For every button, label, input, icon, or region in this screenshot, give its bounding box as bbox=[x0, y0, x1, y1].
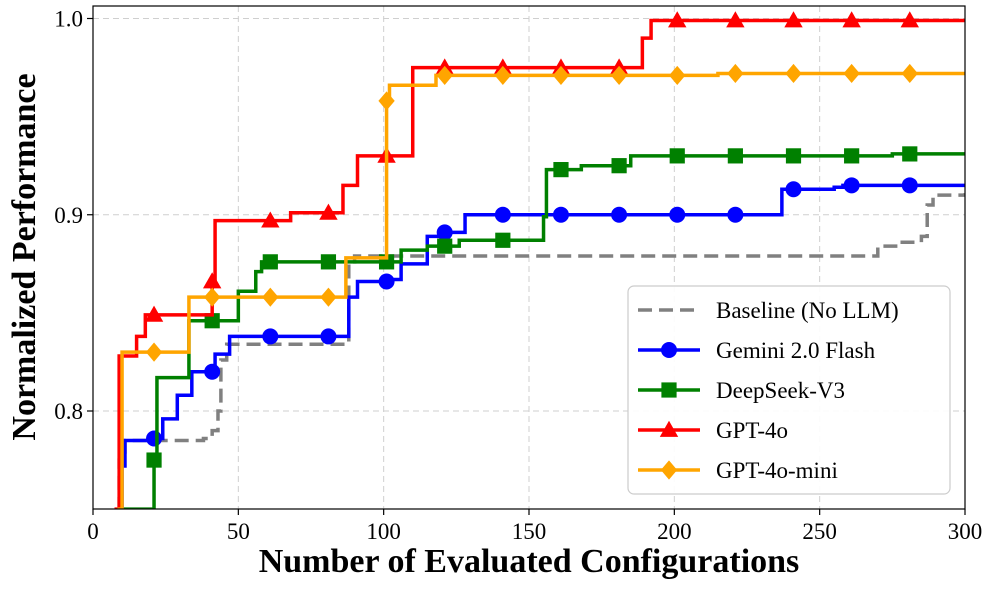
legend-label: Baseline (No LLM) bbox=[716, 298, 899, 323]
data-point-gpt-4o-mini bbox=[669, 65, 686, 86]
data-point-gpt-4o-mini bbox=[436, 65, 453, 86]
data-point-deepseek-v3 bbox=[495, 232, 511, 248]
y-tick-label: 0.8 bbox=[54, 399, 83, 424]
tick-labels: 0 50 100 150 200 250 300 0.8 0.9 1.0 bbox=[54, 7, 982, 545]
data-point-gemini-2-0-flash bbox=[436, 224, 453, 241]
data-point-gemini-2-0-flash bbox=[494, 206, 511, 223]
data-point-gpt-4o-mini bbox=[494, 65, 511, 86]
legend-swatch-marker bbox=[661, 382, 677, 398]
y-tick-label: 1.0 bbox=[54, 7, 83, 32]
data-point-gemini-2-0-flash bbox=[320, 328, 337, 345]
data-point-deepseek-v3 bbox=[611, 158, 627, 174]
y-axis-title: Normalized Performance bbox=[6, 73, 43, 440]
data-point-gemini-2-0-flash bbox=[378, 273, 395, 290]
data-point-gpt-4o bbox=[668, 11, 687, 28]
legend-label: GPT-4o bbox=[716, 418, 788, 443]
data-point-gpt-4o bbox=[784, 11, 803, 28]
data-point-gemini-2-0-flash bbox=[669, 206, 686, 223]
series-line-gpt-4o bbox=[114, 18, 965, 509]
x-tick-label: 0 bbox=[87, 519, 99, 544]
series-gpt-4o-mini bbox=[117, 63, 965, 509]
data-point-deepseek-v3 bbox=[146, 452, 162, 468]
data-point-gemini-2-0-flash bbox=[611, 206, 628, 223]
data-point-gpt-4o bbox=[842, 11, 861, 28]
data-point-gemini-2-0-flash bbox=[552, 206, 569, 223]
data-point-deepseek-v3 bbox=[553, 162, 569, 178]
legend-swatch-marker bbox=[660, 460, 678, 480]
data-point-gpt-4o-mini bbox=[552, 65, 570, 86]
data-point-gpt-4o-mini bbox=[901, 63, 918, 84]
data-point-gemini-2-0-flash bbox=[901, 177, 918, 194]
data-point-gpt-4o bbox=[144, 305, 164, 322]
data-point-deepseek-v3 bbox=[902, 146, 918, 162]
legend-entry-gpt-4o-mini: GPT-4o-mini bbox=[638, 458, 838, 483]
data-point-gemini-2-0-flash bbox=[204, 363, 221, 380]
legend: Baseline (No LLM) Gemini 2.0 Flash DeepSee… bbox=[627, 285, 951, 495]
data-point-gpt-4o-mini bbox=[843, 63, 860, 84]
data-point-gemini-2-0-flash bbox=[843, 177, 860, 194]
data-point-gpt-4o bbox=[261, 211, 280, 228]
data-point-gpt-4o-mini bbox=[145, 342, 163, 362]
data-point-deepseek-v3 bbox=[437, 238, 453, 254]
x-tick-label: 100 bbox=[366, 519, 401, 544]
series-deepseek-v3 bbox=[117, 146, 965, 509]
x-tick-label: 150 bbox=[512, 519, 547, 544]
data-point-gemini-2-0-flash bbox=[785, 181, 802, 198]
data-point-gpt-4o-mini bbox=[262, 287, 279, 307]
series-gemini-2-0-flash bbox=[117, 177, 965, 509]
x-axis-title: Number of Evaluated Configurations bbox=[259, 543, 800, 580]
data-point-gpt-4o bbox=[319, 203, 338, 220]
data-point-deepseek-v3 bbox=[844, 148, 860, 164]
legend-frame bbox=[627, 285, 951, 495]
data-point-gpt-4o bbox=[202, 272, 222, 289]
data-point-gpt-4o bbox=[726, 11, 745, 28]
data-point-gemini-2-0-flash bbox=[146, 430, 163, 447]
data-point-deepseek-v3 bbox=[785, 148, 802, 164]
legend-entry-gpt-4o: GPT-4o bbox=[638, 418, 788, 443]
data-point-deepseek-v3 bbox=[669, 148, 685, 164]
legend-label: DeepSeek-V3 bbox=[716, 378, 845, 403]
data-point-gpt-4o bbox=[900, 11, 919, 28]
x-tick-label: 50 bbox=[227, 519, 250, 544]
data-point-gpt-4o-mini bbox=[378, 91, 395, 111]
data-point-gemini-2-0-flash bbox=[262, 328, 279, 345]
legend-entry-deepseek-v3: DeepSeek-V3 bbox=[638, 378, 845, 403]
data-point-deepseek-v3 bbox=[727, 148, 743, 164]
x-tick-label: 300 bbox=[948, 519, 983, 544]
legend-swatch-marker bbox=[659, 420, 679, 437]
data-point-gpt-4o-mini bbox=[727, 63, 744, 84]
data-point-gpt-4o-mini bbox=[204, 287, 221, 307]
x-tick-label: 200 bbox=[657, 519, 692, 544]
data-point-gpt-4o-mini bbox=[785, 63, 802, 84]
y-tick-label: 0.9 bbox=[54, 203, 83, 228]
data-point-deepseek-v3 bbox=[320, 254, 337, 270]
legend-entry-gemini-2-0-flash: Gemini 2.0 Flash bbox=[638, 338, 876, 363]
data-point-gemini-2-0-flash bbox=[727, 206, 744, 223]
series-baseline-no-llm bbox=[114, 193, 965, 509]
data-point-gpt-4o-mini bbox=[610, 65, 628, 86]
series-line-deepseek-v3 bbox=[117, 152, 965, 509]
data-point-gpt-4o-mini bbox=[320, 287, 337, 307]
legend-entry-baseline-no-llm: Baseline (No LLM) bbox=[638, 298, 899, 323]
series-line-baseline-no-llm bbox=[114, 193, 965, 509]
legend-swatch-marker bbox=[661, 342, 677, 358]
data-point-deepseek-v3 bbox=[262, 254, 278, 270]
x-tick-label: 250 bbox=[802, 519, 837, 544]
data-point-deepseek-v3 bbox=[204, 313, 220, 329]
series-lines bbox=[114, 11, 965, 509]
legend-label: Gemini 2.0 Flash bbox=[716, 338, 876, 363]
legend-label: GPT-4o-mini bbox=[716, 458, 838, 483]
